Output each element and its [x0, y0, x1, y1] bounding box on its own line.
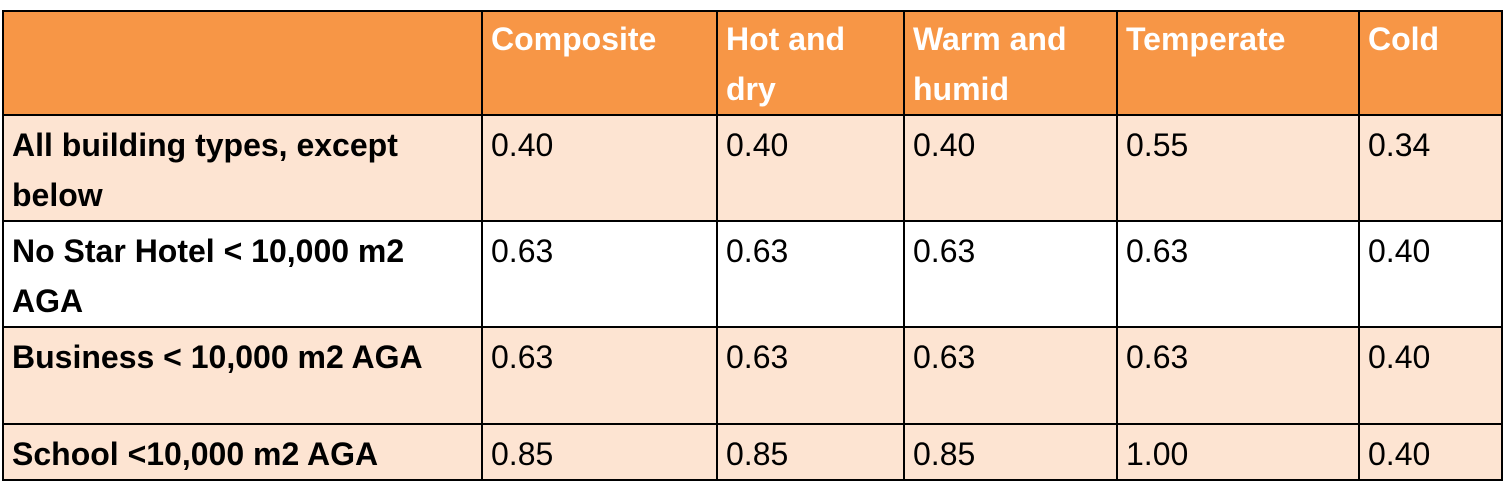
table-cell: 0.40	[1358, 220, 1503, 328]
table-header-row: Composite Hot and dry Warm and humid Tem…	[2, 10, 1503, 116]
header-hot-and-dry: Hot and dry	[716, 10, 905, 116]
table-cell: 0.85	[481, 423, 718, 481]
table-cell: 0.40	[481, 114, 718, 222]
table-cell: 0.40	[903, 114, 1118, 222]
table-cell: 0.85	[903, 423, 1118, 481]
table-cell: 0.63	[481, 220, 718, 328]
table-row: No Star Hotel < 10,000 m2 AGA 0.63 0.63 …	[2, 220, 1503, 328]
row-label-school: School <10,000 m2 AGA	[2, 423, 483, 481]
table-cell: 1.00	[1116, 423, 1360, 481]
row-label-no-star-hotel: No Star Hotel < 10,000 m2 AGA	[2, 220, 483, 328]
table-row: Business < 10,000 m2 AGA 0.63 0.63 0.63 …	[2, 326, 1503, 425]
table-row: All building types, except below 0.40 0.…	[2, 114, 1503, 222]
climate-values-table: Composite Hot and dry Warm and humid Tem…	[2, 10, 1503, 481]
table-cell: 0.63	[716, 326, 905, 425]
header-warm-and-humid: Warm and humid	[903, 10, 1118, 116]
row-label-all-building-types: All building types, except below	[2, 114, 483, 222]
header-composite: Composite	[481, 10, 718, 116]
table-cell: 0.40	[1358, 326, 1503, 425]
table-cell: 0.63	[1116, 220, 1360, 328]
table-cell: 0.63	[481, 326, 718, 425]
table-cell: 0.34	[1358, 114, 1503, 222]
table-row: School <10,000 m2 AGA 0.85 0.85 0.85 1.0…	[2, 423, 1503, 481]
header-corner-cell	[2, 10, 483, 116]
table-cell: 0.63	[903, 326, 1118, 425]
table-cell: 0.55	[1116, 114, 1360, 222]
table-cell: 0.40	[716, 114, 905, 222]
table-cell: 0.63	[1116, 326, 1360, 425]
row-label-business: Business < 10,000 m2 AGA	[2, 326, 483, 425]
table-cell: 0.63	[903, 220, 1118, 328]
table-cell: 0.85	[716, 423, 905, 481]
table-cell: 0.63	[716, 220, 905, 328]
table-cell: 0.40	[1358, 423, 1503, 481]
header-temperate: Temperate	[1116, 10, 1360, 116]
header-cold: Cold	[1358, 10, 1503, 116]
